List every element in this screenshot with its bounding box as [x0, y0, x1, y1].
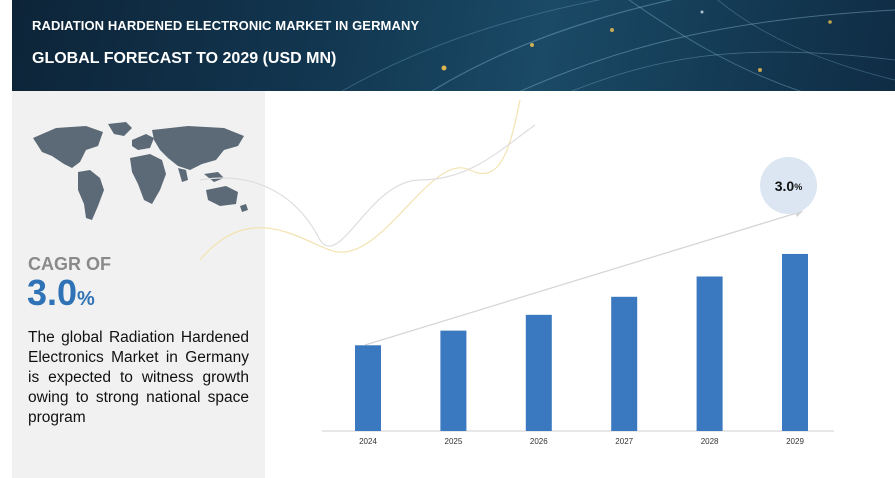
cagr-number: 3.0 [27, 272, 78, 313]
x-tick-label-2029: 2029 [786, 437, 804, 446]
cagr-value: 3.0% [27, 272, 95, 314]
bubble-value: 3.0 [774, 177, 795, 194]
header-decoration [341, 0, 895, 91]
x-tick-label-2024: 2024 [359, 437, 377, 446]
bubble-percent-sign: % [794, 182, 803, 192]
cagr-bubble: 3.0% [760, 157, 817, 214]
cagr-label: CAGR OF [28, 254, 111, 274]
bar-2028 [696, 276, 723, 431]
market-description: The global Radiation Hardened Electronic… [28, 329, 249, 426]
decorative-swoosh-yellow [199, 99, 521, 261]
bar-2026 [525, 314, 552, 431]
x-tick-label-2028: 2028 [701, 437, 719, 446]
header-banner: RADIATION HARDENED ELECTRONIC MARKET IN … [12, 0, 895, 91]
growth-arrow-line [364, 211, 801, 346]
world-map-icon [33, 122, 248, 220]
x-tick-label-2027: 2027 [615, 437, 633, 446]
cagr-percent-sign: % [77, 288, 95, 310]
bar-2027 [611, 296, 638, 431]
decorative-swoosh-grey [199, 124, 536, 247]
chart-title: RADIATION HARDENED ELECTRONIC MARKET IN … [32, 18, 420, 33]
bar-2025 [440, 330, 467, 431]
chart-subtitle: GLOBAL FORECAST TO 2029 (USD MN) [32, 50, 337, 67]
x-tick-label-2026: 2026 [530, 437, 548, 446]
bar-2029 [782, 253, 808, 431]
bar-2024 [355, 345, 381, 431]
x-tick-label-2025: 2025 [445, 437, 463, 446]
